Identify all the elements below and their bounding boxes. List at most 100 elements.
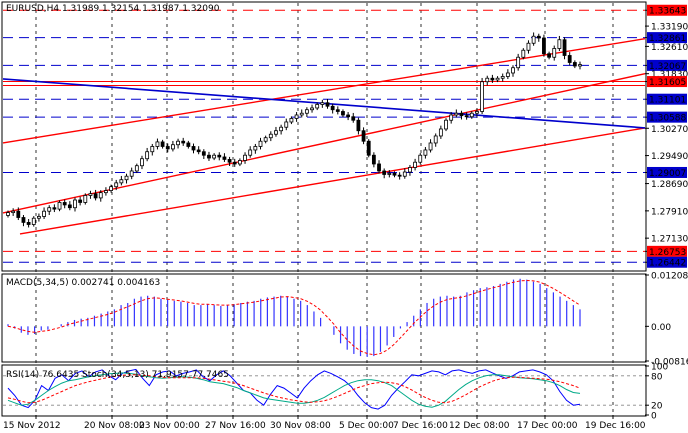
candle-body	[212, 154, 217, 159]
candle-body	[454, 112, 459, 116]
time-tick-label: 23 Nov 00:00	[139, 421, 200, 431]
candle-body	[495, 77, 500, 81]
stoch-main-line	[7, 372, 581, 408]
candle-body	[37, 216, 41, 219]
candle-body	[248, 149, 253, 156]
macd-panel-frame	[1, 273, 647, 363]
candle-body	[382, 170, 387, 175]
candle-body	[258, 140, 263, 147]
rsi-line	[7, 368, 581, 410]
price-tick-label: 1.28690	[651, 180, 688, 190]
candle-body	[449, 114, 454, 121]
candle-body	[268, 133, 273, 139]
candle-body	[444, 119, 448, 130]
candle-body	[557, 39, 562, 49]
time-tick-label: 20 Nov 08:00	[84, 421, 145, 431]
price-marker-box	[647, 76, 687, 88]
candle-body	[207, 154, 211, 159]
candle-body	[73, 199, 77, 209]
candle-body	[562, 39, 567, 56]
price-tick-label: 1.32610	[651, 43, 688, 53]
price-marker-box	[647, 166, 687, 178]
candle-body	[98, 192, 103, 199]
price-marker-label: 1.26442	[649, 259, 686, 269]
candle-body	[114, 182, 119, 188]
candle-body	[542, 37, 546, 55]
time-tick-label: 17 Dec 00:00	[517, 421, 578, 431]
candle-body	[536, 35, 541, 39]
candle-body	[552, 48, 557, 58]
candle-body	[134, 165, 139, 172]
candle-body	[274, 130, 278, 135]
candle-body	[361, 130, 366, 142]
candle-body	[52, 207, 57, 210]
time-tick-label: 27 Nov 16:00	[205, 421, 266, 431]
macd-tick-label: 0.00	[651, 323, 671, 333]
macd-title: MACD(5,34,5) 0.002741 0.004163	[6, 278, 160, 288]
price-marker-label: 1.32861	[649, 34, 686, 44]
candle-body	[438, 128, 443, 137]
candle-body	[500, 76, 505, 79]
candle-body	[279, 126, 284, 132]
price-tick-label: 1.27910	[651, 207, 688, 217]
candle-body	[191, 146, 196, 151]
osc-tick-label: 80	[651, 372, 663, 382]
time-tick-label: 30 Nov 08:00	[270, 421, 331, 431]
candle-body	[155, 141, 160, 147]
candle-body	[196, 149, 201, 153]
candle-body	[104, 190, 108, 194]
candle-body	[6, 212, 10, 216]
candle-body	[31, 217, 36, 225]
price-marker-label: 1.31605	[649, 78, 686, 88]
candle-body	[480, 81, 484, 112]
candle-body	[181, 140, 186, 144]
candle-body	[263, 137, 268, 142]
candle-body	[330, 105, 335, 111]
candle-body	[67, 204, 72, 209]
candle-body	[124, 175, 129, 181]
time-tick-label: 5 Dec 00:00	[339, 421, 394, 431]
candle-body	[145, 151, 150, 160]
candle-body	[325, 102, 330, 107]
candle-body	[567, 55, 572, 63]
candle-body	[119, 179, 124, 184]
candle-body	[21, 217, 26, 223]
candle-body	[423, 149, 428, 156]
price-marker-label: 1.32067	[649, 62, 686, 72]
candle-body	[47, 207, 52, 212]
candle-body	[408, 167, 412, 173]
candle-body	[109, 186, 113, 191]
horizontal-levels	[3, 9, 645, 263]
price-marker-box	[647, 256, 687, 268]
candle-body	[11, 210, 16, 214]
candle-body	[511, 67, 515, 74]
symbol-title: EURUSD,H4 1.31989 1.32154 1.31987 1.3209…	[6, 4, 220, 14]
candle-body	[335, 109, 340, 112]
candle-body	[377, 163, 381, 172]
price-marker-label: 1.29007	[649, 169, 686, 179]
candle-body	[171, 144, 175, 150]
candle-body	[140, 158, 144, 167]
candle-body	[16, 210, 21, 218]
candle-body	[572, 62, 577, 67]
trend-lines	[2, 38, 646, 235]
candle-body	[485, 77, 490, 83]
candle-body	[505, 72, 510, 77]
price-marker-label: 1.33643	[649, 7, 686, 17]
candle-body	[304, 109, 309, 114]
candle-body	[547, 53, 551, 58]
candle-body	[516, 56, 521, 69]
candle-body	[243, 154, 247, 161]
vertical-grid	[35, 3, 614, 415]
candle-body	[222, 156, 227, 160]
candle-body	[392, 173, 397, 176]
stoch-signal-line	[7, 374, 581, 404]
candle-body	[459, 112, 464, 117]
candle-body	[387, 173, 392, 175]
price-marker-label: 1.31101	[649, 96, 686, 106]
candle-body	[356, 119, 361, 132]
